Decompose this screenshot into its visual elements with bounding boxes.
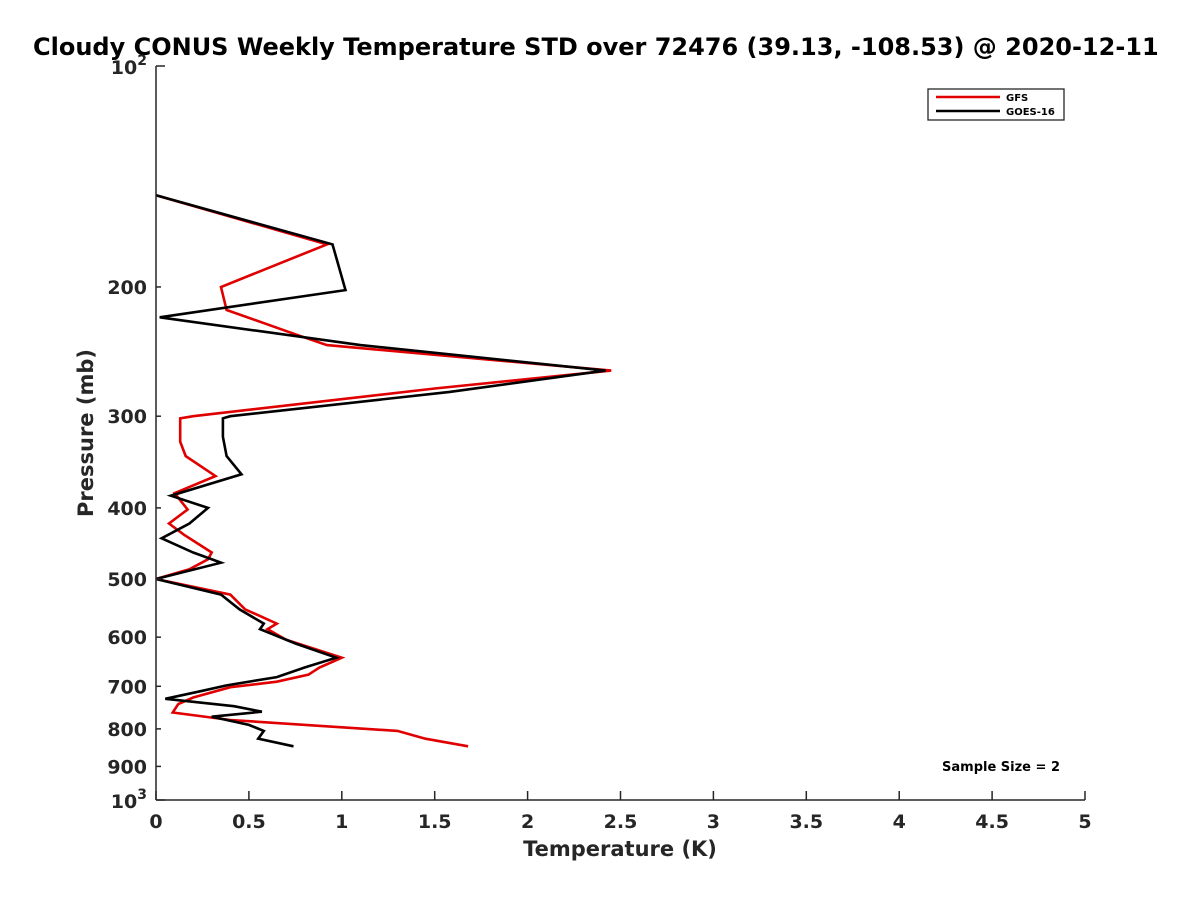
y-tick-label: 400 <box>107 498 147 520</box>
series-line-gfs <box>155 194 612 748</box>
x-tick-label: 0 <box>149 811 162 833</box>
x-tick-label: 4.5 <box>975 811 1009 833</box>
y-tick-label: 500 <box>107 569 147 591</box>
y-tick-label: 600 <box>107 627 147 649</box>
series-line-goes-16 <box>155 194 606 748</box>
sample-size-annotation: Sample Size = 2 <box>942 760 1060 775</box>
x-tick-label: 1 <box>335 811 348 833</box>
x-tick-label: 5 <box>1078 811 1091 833</box>
y-tick-label: 900 <box>107 756 147 778</box>
x-tick-label: 1.5 <box>418 811 452 833</box>
x-tick-label: 0.5 <box>232 811 266 833</box>
plot-area <box>155 194 612 748</box>
x-tick-label: 3.5 <box>789 811 823 833</box>
y-tick-label: 700 <box>107 676 147 698</box>
y-tick-label: 300 <box>107 406 147 428</box>
legend-label: GOES-16 <box>1006 107 1055 118</box>
x-axis: 0 0.5 1 1.5 2 2.5 3 3.5 4 4.5 5 <box>149 791 1092 833</box>
y-axis: 200 300 400 500 600 700 800 900 102 103 <box>107 53 165 813</box>
x-tick-label: 2.5 <box>604 811 638 833</box>
chart-title: Cloudy CONUS Weekly Temperature STD over… <box>33 33 1159 61</box>
legend-box <box>927 88 1065 121</box>
y-axis-label: Pressure (mb) <box>74 349 98 517</box>
x-tick-label: 3 <box>707 811 720 833</box>
x-axis-label: Temperature (K) <box>523 837 717 861</box>
legend: GFS GOES-16 <box>927 88 1065 121</box>
x-tick-label: 4 <box>893 811 906 833</box>
y-tick-label: 800 <box>107 719 147 741</box>
y-tick-label: 200 <box>107 277 147 299</box>
legend-label: GFS <box>1006 93 1028 104</box>
y-bottom-decade-label: 103 <box>111 787 147 813</box>
x-tick-label: 2 <box>521 811 534 833</box>
y-top-decade-label: 102 <box>111 53 147 79</box>
